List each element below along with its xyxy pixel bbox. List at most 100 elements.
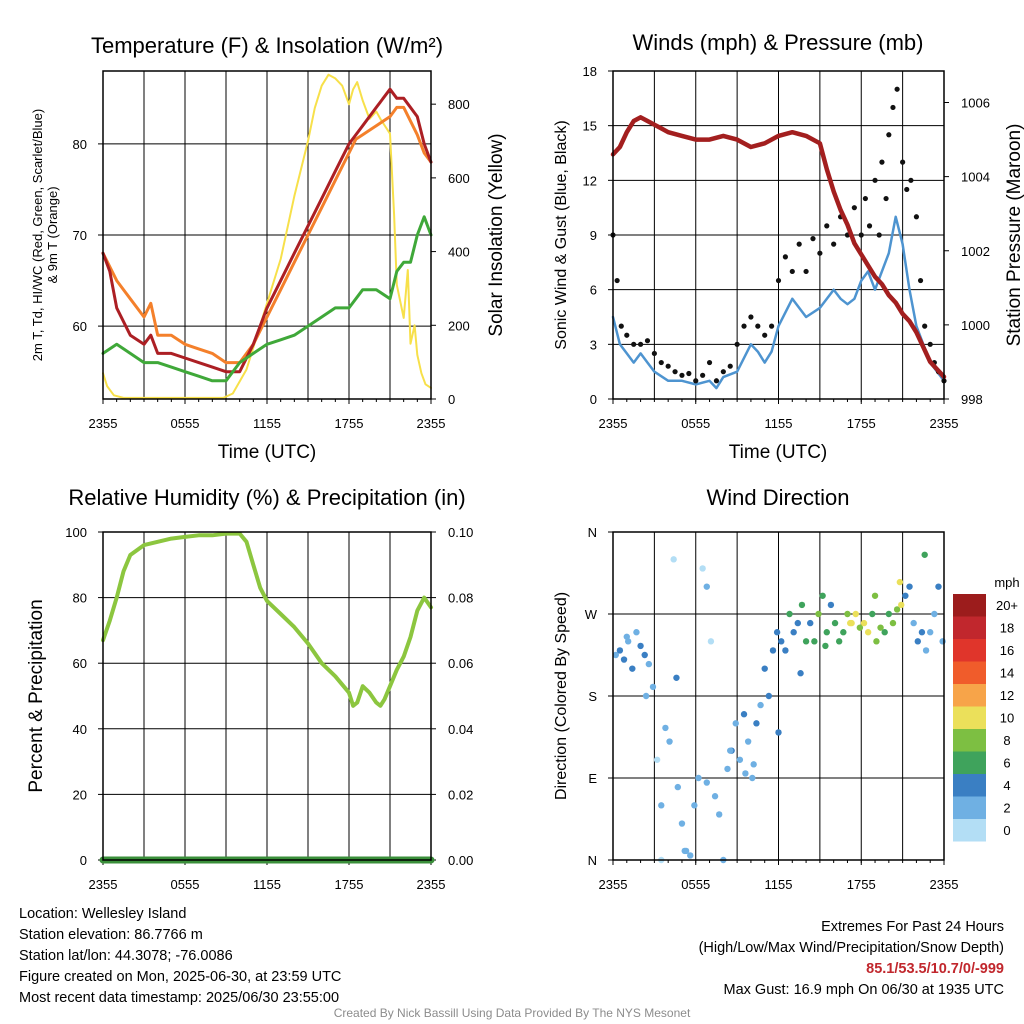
direction-point <box>864 629 872 636</box>
series-line <box>101 531 433 708</box>
gust-point <box>866 223 873 229</box>
y-right-tick-label: 0.02 <box>448 787 473 802</box>
gust-point <box>644 338 651 344</box>
direction-point <box>612 651 619 659</box>
elevation-text: Station elevation: 86.7766 m <box>19 927 203 943</box>
y-tick-label: 70 <box>73 228 87 243</box>
direction-point <box>815 610 822 618</box>
direction-point <box>691 802 698 809</box>
extremes-title: Extremes For Past 24 Hours <box>821 919 1004 935</box>
x-tick-label: 0555 <box>681 416 710 431</box>
legend-swatch <box>953 774 986 797</box>
direction-point <box>844 610 851 618</box>
gust-point <box>672 369 678 375</box>
location-text: Location: Wellesley Island <box>19 906 187 922</box>
wind-xlabel: Time (UTC) <box>729 442 828 463</box>
direction-point <box>797 670 804 677</box>
gust-point <box>775 277 782 284</box>
x-tick-label: 1155 <box>253 416 281 431</box>
y-tick-label: 6 <box>590 283 597 298</box>
direction-point <box>703 583 710 590</box>
gust-point <box>900 159 906 165</box>
legend-label: 12 <box>1000 688 1014 703</box>
direction-point <box>931 610 938 618</box>
gust-point <box>706 359 713 366</box>
legend-label: 14 <box>1000 666 1014 681</box>
x-tick-label: 2355 <box>417 416 446 431</box>
y-tick-label: 80 <box>73 591 87 606</box>
extremes-legend: (High/Low/Max Wind/Precipitation/Snow De… <box>698 940 1004 956</box>
legend-swatch <box>953 751 986 774</box>
gust-point <box>782 254 788 260</box>
direction-point <box>778 638 785 645</box>
x-tick-label: 1155 <box>765 416 793 431</box>
direction-point <box>822 642 829 650</box>
gust-point <box>614 277 620 284</box>
direction-point <box>658 802 665 809</box>
legend-label: 18 <box>1000 621 1014 636</box>
temperature-title: Temperature (F) & Insolation (W/m²) <box>91 33 443 58</box>
humidity-title: Relative Humidity (%) & Precipitation (i… <box>68 485 465 510</box>
gust-point <box>927 341 933 347</box>
latlon-text: Station lat/lon: 44.3078; -76.0086 <box>19 948 233 964</box>
direction-point <box>761 665 768 672</box>
wind-plot: 2355 0555 1155 1755 235503691215189981000100… <box>583 64 990 431</box>
direction-point <box>670 556 677 563</box>
series-line <box>101 215 433 383</box>
legend-label: 0 <box>1003 823 1010 838</box>
direction-point <box>711 793 719 800</box>
gust-point <box>883 195 889 202</box>
wind-panel: Winds (mph) & Pressure (mb) 2355 0555 1155… <box>553 30 1024 463</box>
direction-point <box>898 601 905 609</box>
direction-point <box>811 638 818 645</box>
legend-swatch <box>953 729 986 752</box>
gust-point <box>817 250 823 256</box>
y-right-tick-label: 0.00 <box>448 853 473 868</box>
gust-point <box>741 323 747 329</box>
gust-point <box>618 323 624 329</box>
direction-point <box>681 847 688 855</box>
y-right-tick-label: 0.06 <box>448 656 473 671</box>
gust-point <box>624 332 630 338</box>
direction-point <box>703 779 710 786</box>
direction-point <box>765 692 773 700</box>
gust-point <box>637 341 644 347</box>
gust-point <box>879 159 885 165</box>
direction-point <box>678 820 686 827</box>
direction-point <box>847 619 854 627</box>
x-tick-label: 2355 <box>89 416 118 431</box>
x-tick-label: 0555 <box>171 416 200 431</box>
direction-point <box>637 642 644 650</box>
temperature-ylabel-left-line2: & 9m T (Orange) <box>45 186 60 283</box>
direction-point <box>707 638 715 645</box>
plot-border <box>612 70 945 400</box>
direction-point <box>877 624 884 631</box>
x-tick-label: 1755 <box>335 877 364 892</box>
direction-point <box>616 647 624 654</box>
direction-point <box>782 647 789 654</box>
direction-point <box>687 852 694 859</box>
y-right-tick-label: 600 <box>448 171 470 186</box>
y-tick-label: 60 <box>73 656 87 671</box>
series-line <box>101 105 433 365</box>
gust-point <box>727 363 733 369</box>
direction-point <box>642 692 650 700</box>
gust-point <box>720 369 726 375</box>
direction-point <box>860 619 868 627</box>
y-right-tick-label: 1000 <box>961 318 990 333</box>
direction-point <box>871 592 879 599</box>
direction-point <box>819 592 826 599</box>
legend-swatch <box>953 684 986 707</box>
station-info: Location: Wellesley Island Station eleva… <box>19 904 341 1009</box>
direction-point <box>885 610 893 618</box>
y-tick-label: 3 <box>590 337 597 352</box>
gust-point <box>734 341 740 347</box>
y-tick-label: 100 <box>65 525 87 540</box>
legend-label: 2 <box>1003 801 1010 816</box>
direction-point <box>902 592 909 599</box>
direction-point <box>641 651 648 659</box>
direction-point <box>927 629 934 636</box>
direction-panel: Wind Direction 2355 0555 1155 1755 2355NESWN… <box>553 485 1020 892</box>
direction-point <box>699 565 706 572</box>
